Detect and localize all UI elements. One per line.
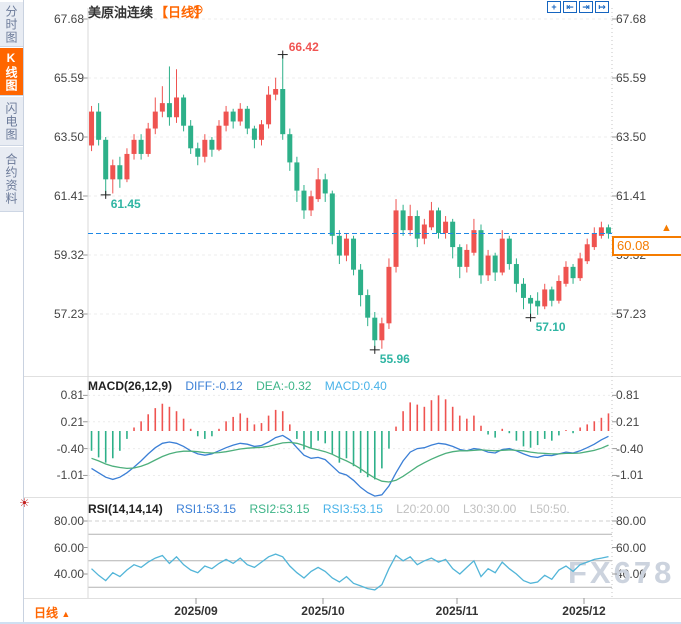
rsi-panel-divider (24, 497, 681, 498)
macd-y-label-left: -0.40 (56, 441, 84, 456)
rsi-y-label-right: 60.00 (616, 540, 647, 555)
period-selector-button[interactable]: 日线 ▲ (34, 604, 70, 621)
compress-x-icon[interactable]: ⇤ (563, 1, 577, 13)
macd-y-label-right: 0.21 (616, 414, 640, 429)
chevron-up-icon: ▲ (61, 609, 71, 619)
main-y-label-left: 63.50 (53, 130, 84, 144)
timeframe-tag: 【日线】 (155, 5, 208, 20)
sidebar-tab-4[interactable]: 合约资料 (0, 147, 23, 212)
macd-y-label-left: -1.01 (56, 468, 84, 483)
chart-type-sidebar: 分时图 K线图 闪电图 合约资料 (0, 0, 24, 624)
macd-y-label-left: 0.81 (60, 388, 84, 403)
rsi-title: RSI(14,14,14) (88, 502, 163, 516)
macd-dea-value: DEA:-0.32 (256, 379, 312, 393)
x-axis-label-1: 2025/09 (174, 604, 218, 618)
instrument-name: 美原油连续 (88, 5, 154, 20)
macd-title: MACD(26,12,9) (88, 379, 173, 393)
sidebar-tab-1[interactable]: 分时图 (0, 2, 23, 47)
macd-y-label-left: 0.21 (60, 414, 84, 429)
shift-right-icon[interactable]: ↦ (595, 1, 609, 13)
macd-hist-value: MACD:0.40 (324, 379, 387, 393)
main-y-label-left: 65.59 (53, 71, 84, 85)
x-axis-label-2: 2025/10 (301, 604, 345, 618)
main-y-label-right: 65.59 (616, 71, 647, 85)
main-y-label-left: 61.41 (53, 189, 84, 203)
collapse-panel-icon[interactable]: ⊖ (192, 1, 204, 17)
rsi-y-label-left: 80.00 (53, 514, 84, 528)
period-label: 日线 (34, 606, 59, 620)
rsi-y-label-right: 80.00 (616, 514, 647, 528)
low-price-annotation: 61.45 (110, 196, 141, 211)
low-price-annotation: 57.10 (535, 319, 566, 334)
rsi-l50-label: L50:50. (529, 502, 570, 516)
rsi-indicator-row: RSI(14,14,14) RSI1:53.15 RSI2:53.15 RSI3… (88, 502, 580, 516)
macd-diff-value: DIFF:-0.12 (185, 379, 243, 393)
sidebar-tab-3[interactable]: 闪电图 (0, 97, 23, 146)
main-y-label-right: 63.50 (616, 130, 647, 144)
macd-panel-divider (24, 376, 681, 377)
high-price-annotation: 66.42 (288, 39, 319, 54)
rsi-l20-label: L20:20.00 (396, 502, 450, 516)
price-up-arrow-icon: ▲ (661, 222, 672, 234)
last-price-tag: 60.08 (612, 236, 681, 256)
sidebar-tab-2[interactable]: K线图 (0, 48, 23, 96)
instrument-title: 美原油连续 【日线】 (88, 2, 207, 21)
expand-x-icon[interactable]: ⇥ (579, 1, 593, 13)
rsi1-value: RSI1:53.15 (176, 502, 237, 516)
rsi-y-label-left: 60.00 (53, 540, 84, 555)
rsi3-value: RSI3:53.15 (322, 502, 383, 516)
indicator-settings-icon[interactable]: ☀ (19, 496, 30, 510)
main-y-label-left: 59.32 (53, 248, 84, 262)
main-y-label-left: 67.68 (53, 12, 84, 26)
macd-y-label-right: 0.81 (616, 388, 640, 403)
macd-y-label-right: -0.40 (616, 441, 644, 456)
macd-y-label-right: -1.01 (616, 468, 644, 483)
xaxis-divider (24, 598, 681, 599)
crosshair-icon[interactable]: + (547, 1, 561, 13)
bottom-scroll-strip (0, 622, 681, 624)
main-y-label-right: 57.23 (616, 307, 647, 321)
rsi2-value: RSI2:53.15 (249, 502, 310, 516)
rsi-y-label-left: 40.00 (53, 567, 84, 581)
low-price-annotation: 55.96 (379, 351, 410, 366)
main-y-label-right: 61.41 (616, 189, 647, 203)
rsi-l30-label: L30:30.00 (462, 502, 517, 516)
rsi-y-label-right: 40.00 (616, 567, 647, 581)
main-y-label-right: 67.68 (616, 12, 647, 26)
main-y-label-left: 57.23 (53, 307, 84, 321)
x-axis-label-3: 2025/11 (435, 604, 479, 618)
x-axis-label-4: 2025/12 (562, 604, 606, 618)
macd-indicator-row: MACD(26,12,9) DIFF:-0.12 DEA:-0.32 MACD:… (88, 379, 397, 393)
chart-toolbar: + ⇤ ⇥ ↦ (547, 1, 609, 13)
